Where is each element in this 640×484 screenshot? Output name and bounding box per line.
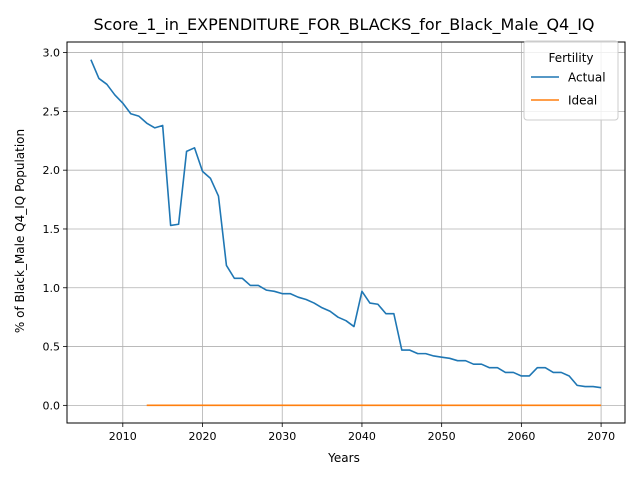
chart-title: Score_1_in_EXPENDITURE_FOR_BLACKS_for_Bl… (93, 15, 594, 35)
legend-label-ideal: Ideal (568, 94, 597, 108)
legend-title: Fertility (548, 51, 593, 65)
x-tick-label: 2030 (268, 430, 296, 443)
y-tick-label: 0.5 (43, 341, 61, 354)
y-tick-label: 2.0 (43, 164, 61, 177)
y-tick-label: 1.0 (43, 282, 61, 295)
x-tick-label: 2050 (428, 430, 456, 443)
x-tick-label: 2040 (348, 430, 376, 443)
y-axis-ticks: 0.0 0.5 1.0 1.5 2.0 2.5 3.0 (43, 47, 67, 412)
legend-label-actual: Actual (568, 71, 606, 85)
series-lines (90, 59, 602, 407)
y-tick-label: 2.5 (43, 105, 61, 118)
x-tick-label: 2060 (507, 430, 535, 443)
y-axis-label: % of Black_Male Q4_IQ Population (13, 129, 27, 333)
series-line-actual (90, 59, 602, 389)
y-tick-label: 1.5 (43, 223, 61, 236)
y-tick-label: 3.0 (43, 47, 61, 60)
x-tick-label: 2020 (189, 430, 217, 443)
legend: Fertility Actual Ideal (523, 40, 619, 121)
x-tick-label: 2070 (587, 430, 615, 443)
y-tick-label: 0.0 (43, 399, 61, 412)
x-axis-label: Years (327, 451, 360, 465)
axes-frame (66, 41, 626, 424)
x-axis-ticks: 2010 2020 2030 2040 2050 2060 2070 (109, 423, 615, 443)
x-tick-label: 2010 (109, 430, 137, 443)
